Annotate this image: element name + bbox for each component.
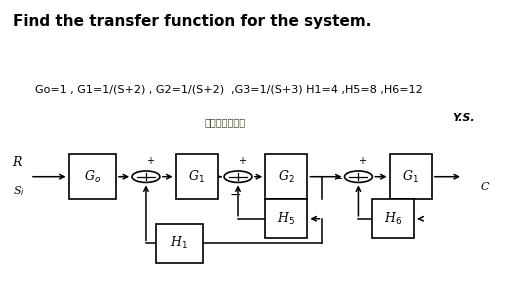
Bar: [265, 154, 307, 199]
Text: S$_i$: S$_i$: [13, 184, 25, 198]
Circle shape: [224, 171, 252, 182]
Text: H$_1$: H$_1$: [170, 235, 188, 251]
Bar: [69, 154, 116, 199]
Bar: [372, 199, 415, 238]
Text: Y.S.: Y.S.: [453, 113, 476, 123]
Text: G$_1$: G$_1$: [188, 169, 205, 185]
Text: R: R: [13, 156, 22, 169]
Text: −: −: [334, 174, 343, 184]
Bar: [155, 224, 203, 263]
Text: H$_6$: H$_6$: [384, 211, 402, 227]
Circle shape: [132, 171, 160, 182]
Text: −: −: [230, 188, 241, 201]
Text: C: C: [480, 182, 489, 192]
Text: +: +: [146, 156, 154, 166]
Text: +: +: [238, 156, 246, 166]
Bar: [175, 154, 218, 199]
Text: G$_1$: G$_1$: [402, 169, 419, 185]
Text: −: −: [117, 170, 129, 184]
Text: بسمالله: بسمالله: [204, 117, 245, 127]
Text: Go=1 , G1=1/(S+2) , G2=1/(S+2)  ,G3=1/(S+3) H1=4 ,H5=8 ,H6=12: Go=1 , G1=1/(S+2) , G2=1/(S+2) ,G3=1/(S+…: [35, 84, 423, 94]
Bar: [265, 199, 307, 238]
Text: +: +: [359, 156, 366, 166]
Bar: [389, 154, 432, 199]
Text: G$_2$: G$_2$: [278, 169, 294, 185]
Circle shape: [345, 171, 372, 182]
Text: G$_o$: G$_o$: [84, 169, 101, 185]
Text: H$_5$: H$_5$: [277, 211, 295, 227]
Text: Find the transfer function for the system.: Find the transfer function for the syste…: [13, 14, 371, 29]
